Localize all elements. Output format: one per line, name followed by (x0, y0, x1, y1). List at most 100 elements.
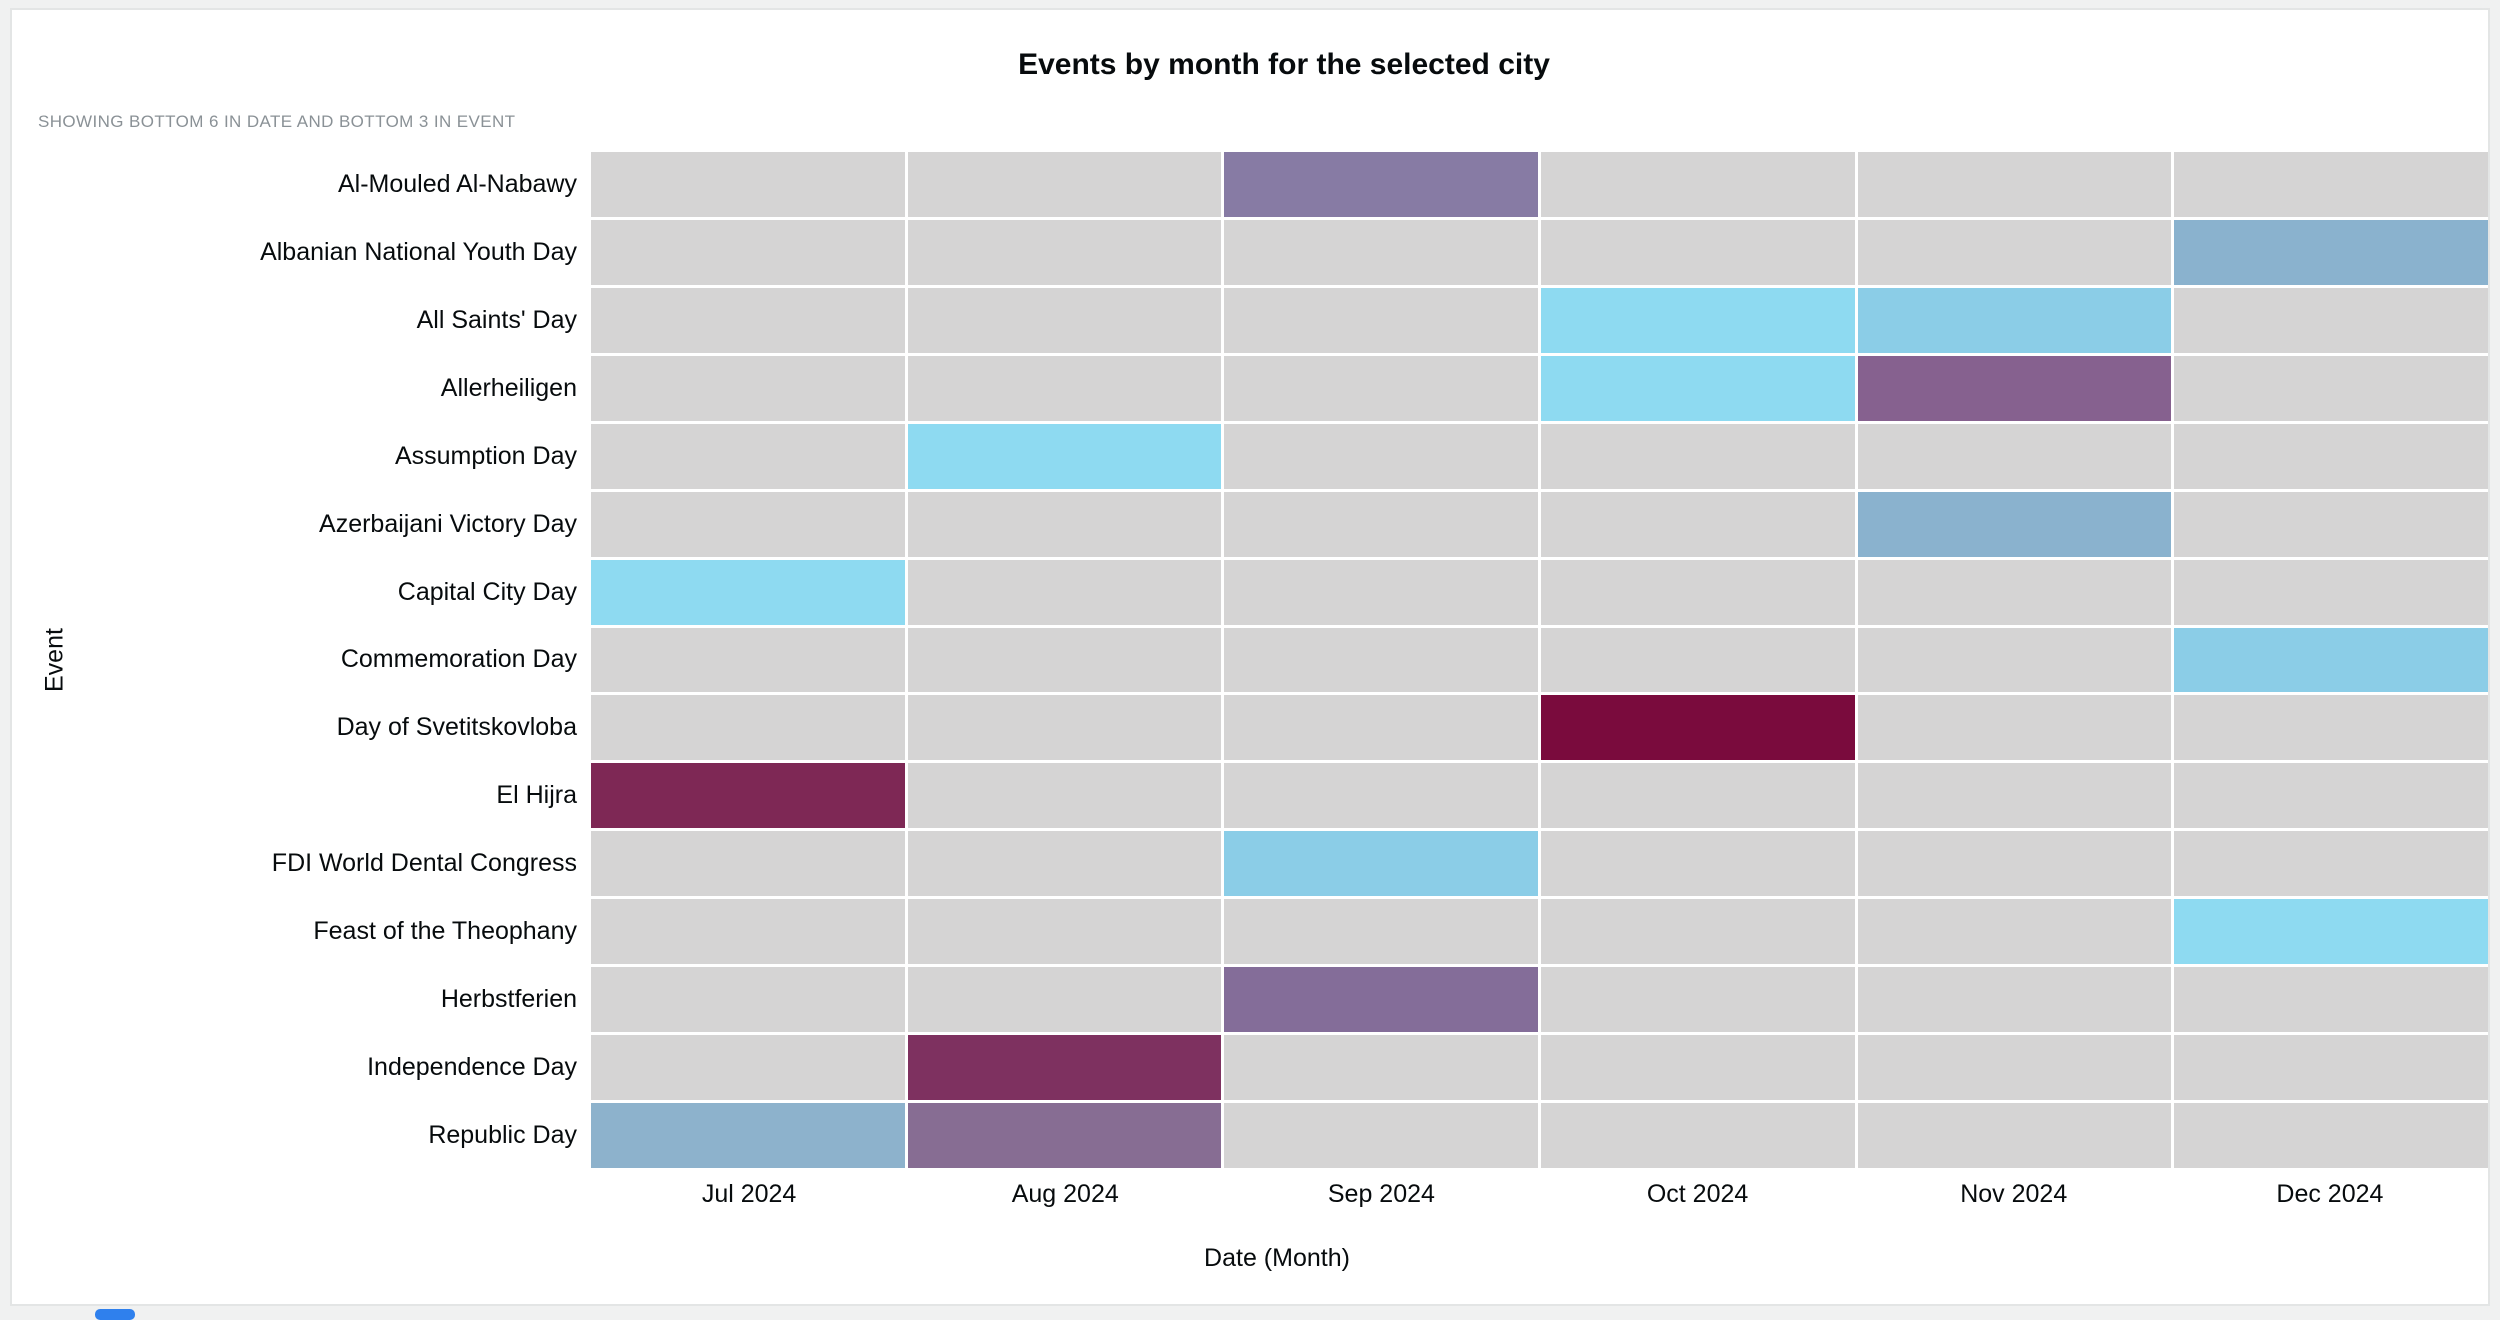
heatmap-cell[interactable] (907, 219, 1222, 285)
heatmap-cell[interactable] (2174, 1035, 2488, 1101)
heatmap-cell[interactable] (1224, 763, 1538, 829)
heatmap-cell[interactable] (1540, 219, 1855, 285)
heatmap-cell[interactable] (1857, 899, 2172, 965)
heatmap-cell[interactable] (2174, 355, 2488, 421)
heatmap-cell[interactable] (2174, 831, 2488, 897)
heatmap-cell[interactable] (1857, 491, 2172, 557)
heatmap-cell[interactable] (1224, 831, 1538, 897)
heatmap-cell[interactable] (591, 1035, 905, 1101)
heatmap-cell[interactable] (1857, 355, 2172, 421)
heatmap-cell[interactable] (1224, 287, 1538, 353)
heatmap-cell[interactable] (1857, 287, 2172, 353)
heatmap-cell[interactable] (1540, 695, 1855, 761)
heatmap-cell[interactable] (1540, 1103, 1855, 1168)
heatmap-cell[interactable] (1540, 627, 1855, 693)
x-axis-title: Date (Month) (1204, 1244, 1350, 1272)
chart-title: Events by month for the selected city (1018, 48, 1550, 81)
heatmap-cell[interactable] (1540, 559, 1855, 625)
heatmap-cell[interactable] (591, 763, 905, 829)
heatmap-cell[interactable] (1857, 763, 2172, 829)
heatmap-cell[interactable] (907, 1035, 1222, 1101)
heatmap-cell[interactable] (591, 219, 905, 285)
heatmap-cell[interactable] (907, 695, 1222, 761)
heatmap-cell[interactable] (2174, 899, 2488, 965)
heatmap-cell[interactable] (2174, 627, 2488, 693)
heatmap-cell[interactable] (1857, 423, 2172, 489)
y-axis-label: Albanian National Youth Day (260, 237, 577, 266)
heatmap-cell[interactable] (2174, 152, 2488, 217)
heatmap-cell[interactable] (907, 152, 1222, 217)
heatmap-cell[interactable] (1224, 1103, 1538, 1168)
heatmap-cell[interactable] (1224, 695, 1538, 761)
heatmap-cell[interactable] (1540, 763, 1855, 829)
heatmap-cell[interactable] (1857, 219, 2172, 285)
heatmap-cell[interactable] (1857, 1103, 2172, 1168)
heatmap-cell[interactable] (2174, 423, 2488, 489)
heatmap-cell[interactable] (591, 423, 905, 489)
heatmap-cell[interactable] (1540, 423, 1855, 489)
heatmap-cell[interactable] (2174, 695, 2488, 761)
heatmap-cell[interactable] (591, 355, 905, 421)
heatmap-cell[interactable] (907, 899, 1222, 965)
heatmap-cell[interactable] (2174, 491, 2488, 557)
heatmap-cell[interactable] (907, 423, 1222, 489)
heatmap-cell[interactable] (1857, 967, 2172, 1033)
heatmap-plot (591, 152, 2488, 1168)
y-axis-title: Event (40, 628, 69, 692)
heatmap-cell[interactable] (907, 355, 1222, 421)
y-axis-label: Al-Mouled Al-Nabawy (338, 169, 577, 198)
heatmap-cell[interactable] (1540, 491, 1855, 557)
x-axis-label: Sep 2024 (1327, 1180, 1435, 1208)
heatmap-cell[interactable] (2174, 967, 2488, 1033)
heatmap-cell[interactable] (1224, 559, 1538, 625)
heatmap-cell[interactable] (1224, 899, 1538, 965)
heatmap-cell[interactable] (591, 695, 905, 761)
heatmap-cell[interactable] (1857, 627, 2172, 693)
heatmap-cell[interactable] (1224, 967, 1538, 1033)
heatmap-cell[interactable] (907, 967, 1222, 1033)
heatmap-cell[interactable] (907, 763, 1222, 829)
heatmap-cell[interactable] (1540, 152, 1855, 217)
heatmap-cell[interactable] (1540, 287, 1855, 353)
heatmap-cell[interactable] (907, 559, 1222, 625)
y-axis-label: El Hijra (496, 781, 577, 810)
heatmap-cell[interactable] (907, 287, 1222, 353)
heatmap-cell[interactable] (1224, 1035, 1538, 1101)
heatmap-cell[interactable] (1857, 559, 2172, 625)
heatmap-cell[interactable] (591, 491, 905, 557)
heatmap-cell[interactable] (1224, 627, 1538, 693)
heatmap-cell[interactable] (1224, 219, 1538, 285)
heatmap-cell[interactable] (591, 287, 905, 353)
heatmap-cell[interactable] (1540, 831, 1855, 897)
heatmap-cell[interactable] (907, 491, 1222, 557)
heatmap-cell[interactable] (2174, 1103, 2488, 1168)
heatmap-cell[interactable] (591, 967, 905, 1033)
heatmap-cell[interactable] (1224, 152, 1538, 217)
heatmap-cell[interactable] (591, 559, 905, 625)
heatmap-cell[interactable] (2174, 559, 2488, 625)
heatmap-cell[interactable] (1857, 695, 2172, 761)
heatmap-cell[interactable] (1857, 831, 2172, 897)
heatmap-cell[interactable] (591, 152, 905, 217)
heatmap-cell[interactable] (1857, 1035, 2172, 1101)
heatmap-cell[interactable] (907, 831, 1222, 897)
heatmap-cell[interactable] (591, 627, 905, 693)
heatmap-cell[interactable] (1540, 355, 1855, 421)
heatmap-cell[interactable] (2174, 763, 2488, 829)
heatmap-cell[interactable] (2174, 219, 2488, 285)
heatmap-cell[interactable] (907, 1103, 1222, 1168)
heatmap-cell[interactable] (591, 1103, 905, 1168)
x-axis-label: Dec 2024 (2276, 1180, 2384, 1208)
heatmap-cell[interactable] (1224, 491, 1538, 557)
heatmap-cell[interactable] (591, 899, 905, 965)
horizontal-scrollbar-thumb[interactable] (95, 1309, 135, 1320)
heatmap-cell[interactable] (1224, 355, 1538, 421)
heatmap-cell[interactable] (1540, 967, 1855, 1033)
heatmap-cell[interactable] (907, 627, 1222, 693)
heatmap-cell[interactable] (591, 831, 905, 897)
heatmap-cell[interactable] (1540, 1035, 1855, 1101)
heatmap-cell[interactable] (1224, 423, 1538, 489)
heatmap-cell[interactable] (1540, 899, 1855, 965)
heatmap-cell[interactable] (2174, 287, 2488, 353)
heatmap-cell[interactable] (1857, 152, 2172, 217)
